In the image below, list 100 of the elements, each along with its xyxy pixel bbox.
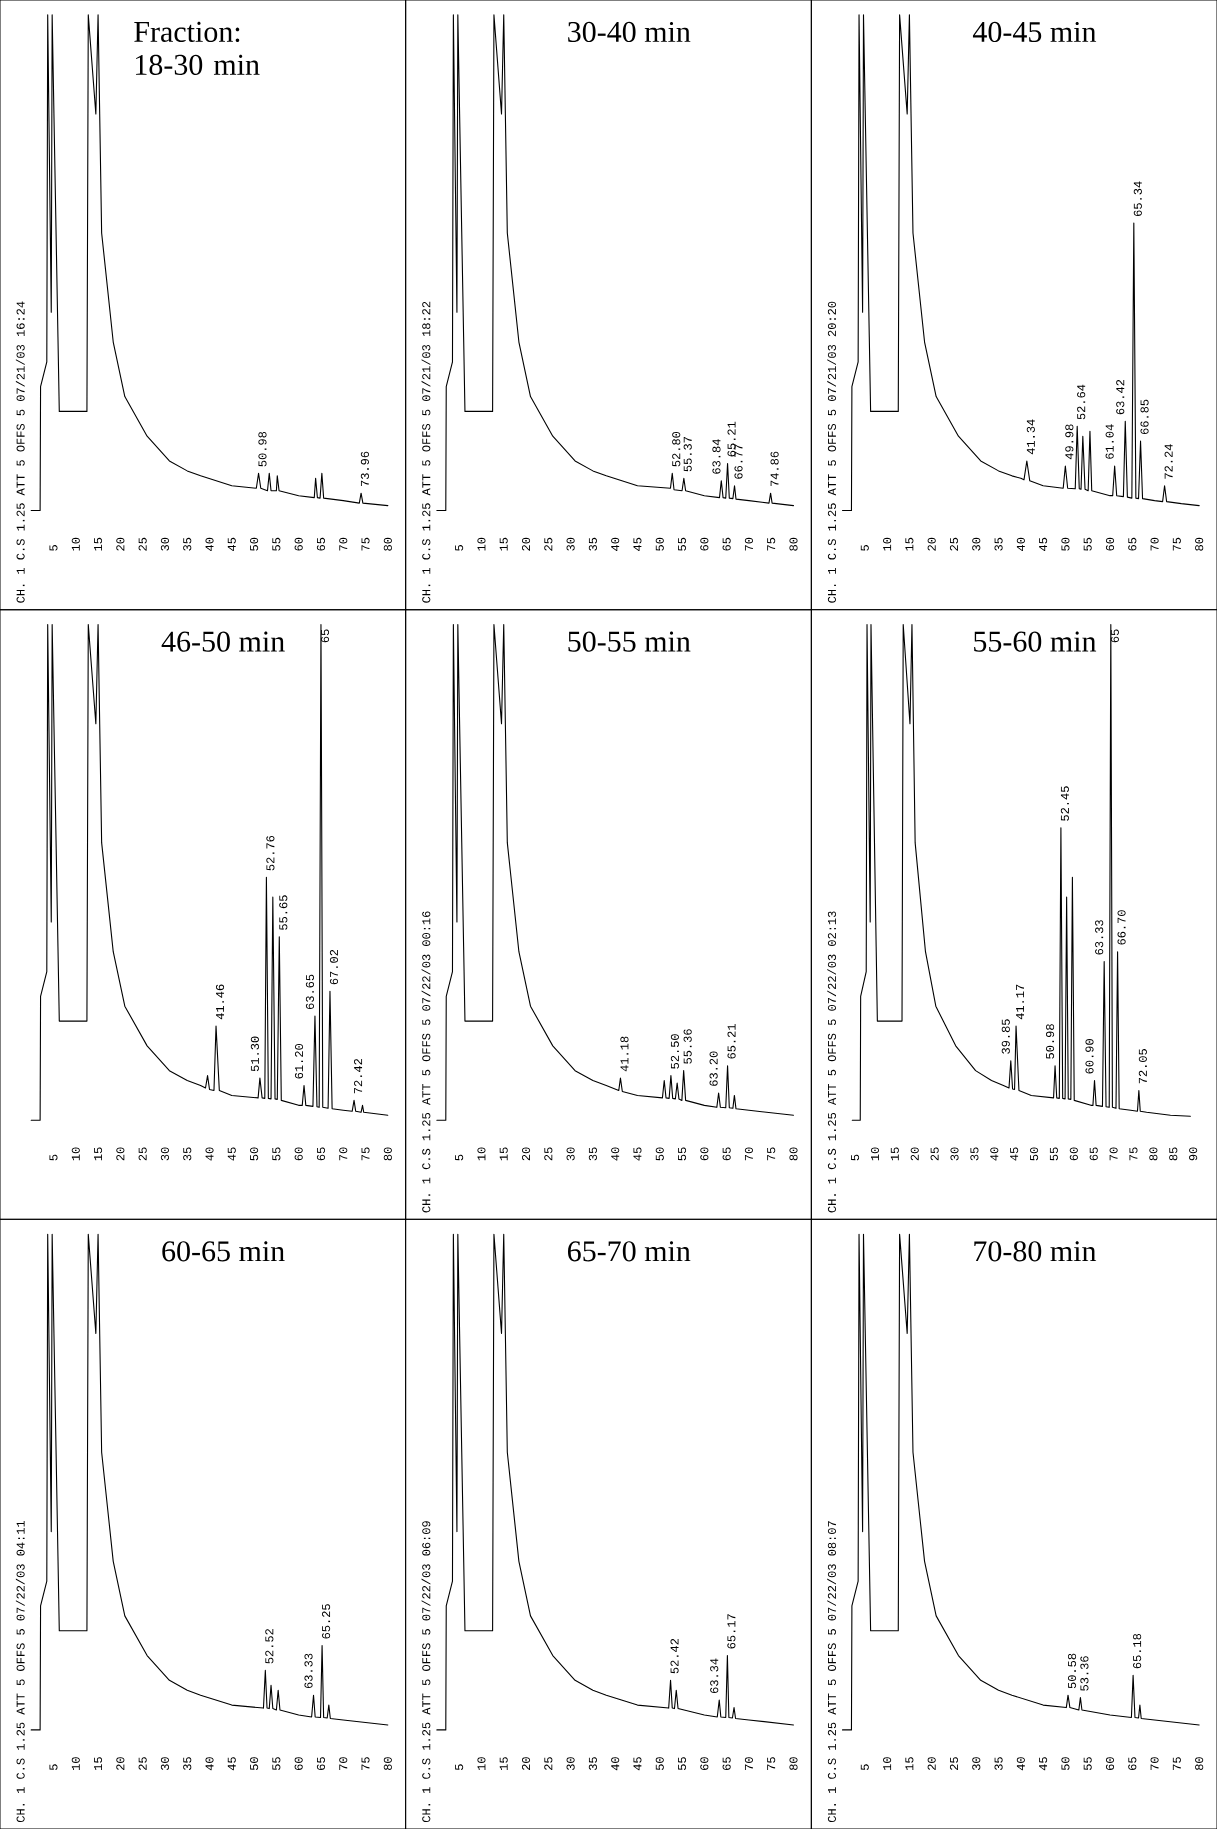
annotation: CH. 1 C.S 1.25 ATT 5 OFFS 5 07/21/03 18:22 xyxy=(421,301,431,603)
x-tick-label: 55 xyxy=(1083,1757,1092,1771)
chart-title: 40-45 min xyxy=(972,21,1097,43)
annotation: 72.42 xyxy=(354,1059,363,1094)
x-tick-label: 65 xyxy=(1089,1147,1098,1161)
x-tick-label: 15 xyxy=(905,537,914,551)
x-tick-label: 75 xyxy=(361,1147,370,1161)
x-tick-label: 50 xyxy=(250,537,259,551)
x-tick-label: 20 xyxy=(521,1757,531,1770)
x-tick-label: 25 xyxy=(949,1757,959,1770)
x-tick-label: 35 xyxy=(588,1147,597,1161)
x-tick-label: 85 xyxy=(1169,1147,1178,1161)
annotation: 63.33 xyxy=(1095,920,1104,955)
x-tick-label: 80 xyxy=(383,537,392,551)
annotation: 63.84 xyxy=(712,439,721,474)
annotation: 63.65 xyxy=(305,974,315,1010)
x-tick-label: 50 xyxy=(1029,1147,1039,1161)
annotation: 55.36 xyxy=(683,1029,692,1064)
annotation: 61.20 xyxy=(294,1044,304,1079)
x-tick-label: 75 xyxy=(767,1147,776,1161)
x-tick-label: 70 xyxy=(1150,1757,1159,1770)
chart-title: 60-65 min xyxy=(162,1241,285,1262)
x-tick-label: 10 xyxy=(477,537,486,551)
annotation: 72.24 xyxy=(1164,444,1173,479)
annotation: 73.96 xyxy=(360,451,369,487)
x-tick-label: 75 xyxy=(1172,537,1181,551)
annotation: 41.46 xyxy=(215,984,225,1020)
x-tick-label: 30 xyxy=(566,537,575,551)
x-tick-label: 40 xyxy=(611,537,620,551)
annotation: 60.90 xyxy=(1085,1039,1094,1074)
x-tick-label: 20 xyxy=(927,1757,936,1770)
x-tick-label: 70 xyxy=(1109,1147,1118,1161)
x-tick-label: 40 xyxy=(205,537,214,551)
x-tick-label: 50 xyxy=(1061,537,1070,551)
annotation: 50.58 xyxy=(1067,1653,1077,1689)
annotation: 41.34 xyxy=(1026,419,1035,455)
x-tick-label: 60 xyxy=(700,537,709,551)
x-tick-label: 5 xyxy=(860,1764,869,1771)
x-tick-label: 5 xyxy=(860,545,869,551)
x-tick-label: 70 xyxy=(339,537,348,551)
annotation: 65.17 xyxy=(727,1614,736,1649)
annotation: 65.21 xyxy=(727,1024,736,1059)
x-tick-label: 15 xyxy=(890,1147,899,1161)
x-tick-label: 30 xyxy=(160,1757,170,1771)
x-tick-label: 45 xyxy=(1039,1757,1048,1771)
chart-title: 55-60 min xyxy=(974,631,1097,652)
x-tick-label: 55 xyxy=(678,1147,687,1161)
x-tick-label: 75 xyxy=(767,537,776,551)
annotation: CH. 1 C.S 1.25 ATT 5 OFFS 5 07/21/03 20:20 xyxy=(827,301,837,603)
chart-title: 30-40 min xyxy=(568,21,691,43)
annotation: 39.85 xyxy=(1001,1019,1010,1054)
x-tick-label: 65 xyxy=(1128,1757,1137,1770)
x-tick-label: 25 xyxy=(544,537,553,551)
annotation: 50.98 xyxy=(258,431,267,467)
x-tick-label: 55 xyxy=(272,1147,281,1161)
x-tick-label: 70 xyxy=(1150,537,1159,551)
x-tick-label: 10 xyxy=(477,1147,486,1161)
x-tick-label: 65 xyxy=(316,1147,326,1161)
x-tick-label: 15 xyxy=(94,1757,103,1770)
annotation: 52.76 xyxy=(266,835,275,871)
x-tick-label: 5 xyxy=(455,1154,464,1161)
annotation: 72.05 xyxy=(1138,1049,1147,1084)
x-tick-label: 60 xyxy=(1069,1147,1078,1161)
x-tick-label: 50 xyxy=(655,1757,664,1771)
x-tick-label: 55 xyxy=(678,537,687,551)
x-tick-label: 5 xyxy=(455,1764,464,1771)
x-tick-label: 25 xyxy=(138,1147,147,1161)
text: Fraction: 18-30 min xyxy=(134,21,260,75)
x-tick-label: 15 xyxy=(499,1147,508,1161)
chart-title: 50-55 min xyxy=(568,631,691,652)
x-tick-label: 60 xyxy=(1105,537,1115,551)
x-tick-label: 5 xyxy=(851,1154,860,1161)
x-tick-label: 15 xyxy=(499,1757,508,1770)
annotation: 74.86 xyxy=(770,451,779,487)
x-tick-label: 35 xyxy=(970,1147,979,1161)
x-tick-label: 60 xyxy=(294,1147,303,1161)
x-tick-label: 80 xyxy=(789,1757,798,1771)
x-tick-label: 75 xyxy=(361,1757,370,1770)
x-tick-label: 40 xyxy=(1016,537,1025,551)
x-tick-label: 25 xyxy=(930,1147,939,1161)
annotation: 52.80 xyxy=(672,431,681,467)
x-tick-label: 35 xyxy=(588,537,597,551)
x-tick-label: 65 xyxy=(316,1757,326,1770)
annotation: CH. 1 C.S 1.25 ATT 5 OFFS 5 07/22/03 02:13 xyxy=(827,911,837,1213)
x-tick-label: 55 xyxy=(1049,1147,1058,1161)
x-tick-label: 15 xyxy=(94,537,103,551)
annotation: 67.02 xyxy=(329,949,339,985)
x-tick-label: 60 xyxy=(1105,1757,1115,1770)
x-tick-label: 70 xyxy=(744,537,753,551)
annotation: 50.98 xyxy=(1045,1024,1055,1059)
x-tick-label: 10 xyxy=(883,1757,892,1770)
x-tick-label: 25 xyxy=(544,1147,553,1161)
annotation: 63.34 xyxy=(710,1658,719,1694)
x-tick-label: 65 xyxy=(722,1147,731,1161)
x-tick-label: 35 xyxy=(588,1757,597,1771)
annotation: CH. 1 C.S 1.25 ATT 5 OFFS 5 07/22/03 04:11 xyxy=(15,1520,25,1823)
x-tick-label: 45 xyxy=(633,537,642,551)
annotation: 61.04 xyxy=(1105,424,1114,459)
x-tick-label: 30 xyxy=(566,1147,575,1161)
x-tick-label: 65 xyxy=(722,537,731,551)
